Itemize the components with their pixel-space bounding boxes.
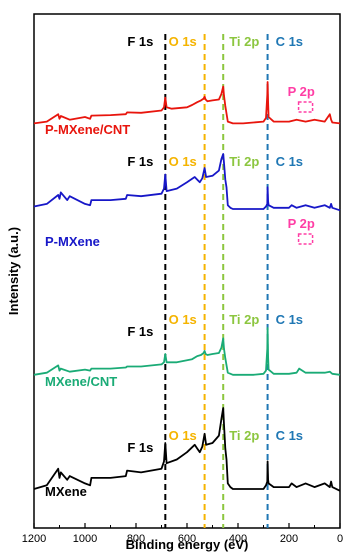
- peak-label-2-0: F 1s: [127, 324, 153, 339]
- spectrum-line-3: [33, 407, 341, 492]
- x-tick-label-1: 1000: [73, 533, 97, 545]
- peak-label-1-0: F 1s: [127, 154, 153, 169]
- series-label-1: P-MXene: [45, 234, 100, 249]
- annotation-labels: P-MXene/CNT F 1s O 1s Ti 2p C 1s P 2p P-MXene F…: [45, 34, 315, 499]
- peak-label-3-2: Ti 2p: [229, 428, 259, 443]
- spectra-group: [33, 81, 341, 492]
- spectrum-line-2: [33, 327, 341, 376]
- x-tick-label-0: 1200: [22, 533, 46, 545]
- series-label-2: MXene/CNT: [45, 374, 117, 389]
- peak-label-0-0: F 1s: [127, 34, 153, 49]
- peak-label-0-3: C 1s: [276, 34, 303, 49]
- p2p-label-1: P 2p: [288, 216, 315, 231]
- x-tick-label-6: 0: [337, 533, 343, 545]
- peak-label-1-3: C 1s: [276, 154, 303, 169]
- x-tick-label-3: 600: [178, 533, 196, 545]
- x-tick-label-2: 800: [127, 533, 145, 545]
- peak-label-3-3: C 1s: [276, 428, 303, 443]
- series-label-3: MXene: [45, 484, 87, 499]
- spectrum-line-0: [33, 81, 341, 125]
- peak-label-2-1: O 1s: [169, 312, 197, 327]
- peak-label-0-1: O 1s: [169, 34, 197, 49]
- x-tick-label-5: 200: [280, 533, 298, 545]
- peak-label-2-3: C 1s: [276, 312, 303, 327]
- peak-label-2-2: Ti 2p: [229, 312, 259, 327]
- p2p-label-0: P 2p: [288, 84, 315, 99]
- x-tick-label-4: 400: [229, 533, 247, 545]
- p2p-box-1: [297, 233, 314, 245]
- peak-label-3-0: F 1s: [127, 440, 153, 455]
- peak-label-1-1: O 1s: [169, 154, 197, 169]
- x-axis-title: Binding energy (eV): [126, 537, 249, 552]
- peak-label-3-1: O 1s: [169, 428, 197, 443]
- peak-label-0-2: Ti 2p: [229, 34, 259, 49]
- spectrum-line-1: [33, 153, 341, 212]
- peak-label-1-2: Ti 2p: [229, 154, 259, 169]
- x-axis-ticks: 1200 1000 800 600 400 200 0: [22, 523, 343, 545]
- p2p-box-0: [297, 101, 314, 113]
- series-label-0: P-MXene/CNT: [45, 122, 130, 137]
- y-axis-title: Intensity (a.u.): [6, 227, 21, 315]
